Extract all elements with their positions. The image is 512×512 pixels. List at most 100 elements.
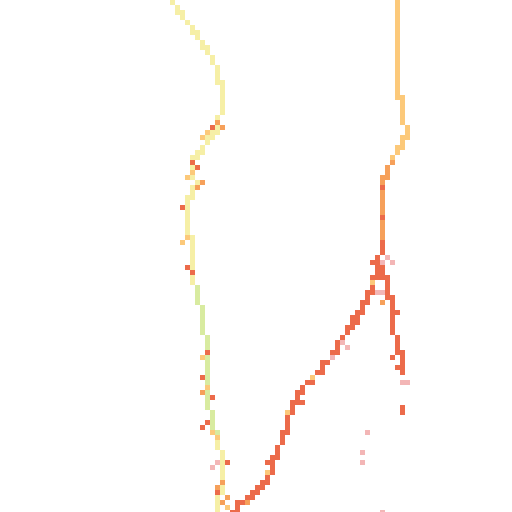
right-branch-point xyxy=(390,330,395,335)
right-track-point xyxy=(370,285,375,290)
right-track-point xyxy=(350,315,355,320)
left-track-hotspot xyxy=(215,460,220,465)
left-track-point xyxy=(215,70,220,75)
right-track-hotspot xyxy=(395,310,400,315)
right-track-point xyxy=(250,495,255,500)
right-branch-point xyxy=(400,355,405,360)
left-track-point xyxy=(220,80,225,85)
right-track-point xyxy=(235,505,240,510)
right-track-point xyxy=(395,95,400,100)
right-track-point xyxy=(280,435,285,440)
left-track-point xyxy=(175,5,180,10)
right-track-point xyxy=(395,55,400,60)
left-track-point xyxy=(210,415,215,420)
right-track-point xyxy=(390,160,395,165)
left-track-point xyxy=(215,115,220,120)
right-track-hotspot xyxy=(360,310,365,315)
left-track-point xyxy=(190,255,195,260)
right-track-point xyxy=(320,365,325,370)
left-track-point xyxy=(200,150,205,155)
right-track-hotspot xyxy=(380,185,385,190)
left-track-hotspot xyxy=(200,355,205,360)
right-branch-point xyxy=(395,345,400,350)
left-track-point xyxy=(215,75,220,80)
left-track-hotspot xyxy=(225,505,230,510)
right-track-point xyxy=(265,480,270,485)
left-track-point xyxy=(205,370,210,375)
right-branch-point xyxy=(390,305,395,310)
right-branch-point xyxy=(390,315,395,320)
right-track-point xyxy=(380,180,385,185)
left-track-point xyxy=(200,320,205,325)
scattered-points xyxy=(360,380,410,512)
right-track-point xyxy=(390,155,395,160)
left-track-point xyxy=(205,390,210,395)
left-track-point xyxy=(215,125,220,130)
right-track-hotspot xyxy=(380,290,385,295)
left-track-hotspot xyxy=(190,170,195,175)
left-track-point xyxy=(200,310,205,315)
right-branch-point xyxy=(400,370,405,375)
left-track-point xyxy=(190,280,195,285)
left-track-hotspot xyxy=(220,125,225,130)
right-track-hotspot xyxy=(235,500,240,505)
right-track-point xyxy=(380,190,385,195)
right-track-point xyxy=(270,470,275,475)
left-track-point xyxy=(190,265,195,270)
left-track-point xyxy=(215,80,220,85)
left-track-point xyxy=(210,425,215,430)
right-track-point xyxy=(330,350,335,355)
right-branch-point xyxy=(390,295,395,300)
right-branch-point xyxy=(375,260,380,265)
right-track-hotspot xyxy=(345,345,350,350)
right-branch-point xyxy=(380,270,385,275)
left-track-hotspot xyxy=(215,490,220,495)
left-track-hotspot xyxy=(180,240,185,245)
right-track-point xyxy=(395,80,400,85)
right-track-hotspot xyxy=(310,375,315,380)
left-track-hotspot xyxy=(215,120,220,125)
left-track-point xyxy=(220,470,225,475)
right-track-point xyxy=(285,415,290,420)
right-track-point xyxy=(265,475,270,480)
right-track-hotspot xyxy=(380,215,385,220)
right-track-point xyxy=(260,480,265,485)
left-track-hotspot xyxy=(215,435,220,440)
left-track-hotspot xyxy=(220,480,225,485)
right-track-point xyxy=(395,150,400,155)
right-track-point xyxy=(395,90,400,95)
left-track-point xyxy=(215,445,220,450)
right-track-point xyxy=(230,510,235,512)
right-track-hotspot xyxy=(400,360,405,365)
scattered-point xyxy=(400,380,405,385)
right-track-point xyxy=(395,70,400,75)
right-track-point xyxy=(365,300,370,305)
right-track-point xyxy=(380,175,385,180)
right-track-point xyxy=(405,135,410,140)
left-track-point xyxy=(205,375,210,380)
left-track-hotspot xyxy=(200,135,205,140)
right-track-point xyxy=(360,300,365,305)
left-track-point xyxy=(195,155,200,160)
right-track-point xyxy=(395,25,400,30)
right-track-point xyxy=(400,145,405,150)
right-track-point xyxy=(395,85,400,90)
left-track-point xyxy=(195,290,200,295)
left-track-point xyxy=(205,45,210,50)
right-track-point xyxy=(345,325,350,330)
right-track-point xyxy=(275,450,280,455)
right-track-point xyxy=(380,225,385,230)
left-track-hotspot xyxy=(195,185,200,190)
scattered-point xyxy=(380,510,385,512)
left-track-hotspot xyxy=(190,270,195,275)
right-track-point xyxy=(400,110,405,115)
left-track-point xyxy=(200,315,205,320)
left-track-point xyxy=(205,400,210,405)
left-track-point xyxy=(190,260,195,265)
left-track-hotspot xyxy=(180,205,185,210)
left-track-point xyxy=(205,365,210,370)
left-track-point xyxy=(185,215,190,220)
left-track-hotspot xyxy=(225,495,230,500)
left-track-point xyxy=(220,85,225,90)
